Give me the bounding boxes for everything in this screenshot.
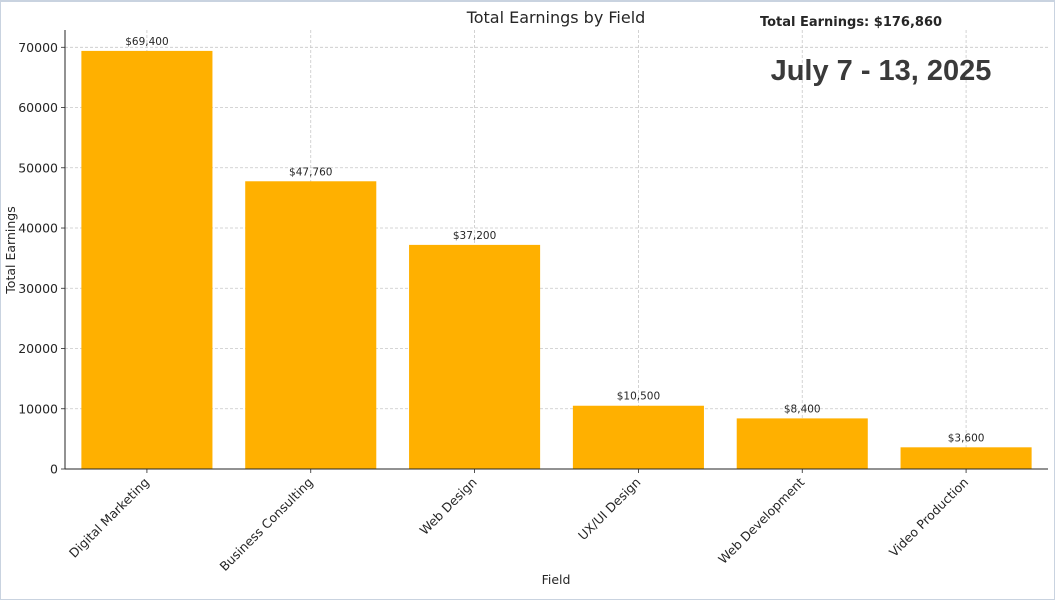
y-tick-label: 50000 bbox=[18, 160, 58, 175]
x-tick-label: Video Production bbox=[886, 475, 971, 560]
bar-data-label: $3,600 bbox=[948, 432, 985, 444]
bar bbox=[572, 405, 704, 469]
bar-data-label: $8,400 bbox=[784, 403, 821, 415]
bar-data-label: $47,760 bbox=[289, 166, 332, 178]
y-axis-label: Total Earnings bbox=[3, 206, 18, 294]
bar bbox=[409, 244, 541, 469]
bar bbox=[81, 50, 213, 470]
total-earnings-annotation: Total Earnings: $176,860 bbox=[760, 15, 942, 30]
bar bbox=[245, 181, 377, 469]
y-tick-label: 10000 bbox=[18, 401, 58, 416]
bar bbox=[736, 418, 868, 469]
y-tick-label: 20000 bbox=[18, 341, 58, 356]
chart-title: Total Earnings by Field bbox=[466, 8, 646, 27]
y-tick-label: 40000 bbox=[18, 221, 58, 236]
x-tick-label: Web Development bbox=[715, 474, 807, 566]
data-labels: $69,400 $47,760 $37,200 $10,500 $8,400 $3,600 bbox=[125, 36, 984, 444]
x-axis-label: Field bbox=[542, 572, 571, 587]
x-tick-label: UX/UI Design bbox=[575, 475, 644, 544]
y-tick-label: 30000 bbox=[18, 281, 58, 296]
x-tick-label: Business Consulting bbox=[217, 475, 316, 574]
y-tick-label: 70000 bbox=[18, 40, 58, 55]
x-tick-label: Web Design bbox=[416, 475, 479, 538]
date-range-annotation: July 7 - 13, 2025 bbox=[771, 55, 992, 87]
y-tick-label: 60000 bbox=[18, 100, 58, 115]
bar-data-label: $37,200 bbox=[453, 230, 496, 242]
bar bbox=[900, 447, 1032, 469]
bar-data-label: $69,400 bbox=[125, 36, 168, 48]
bars bbox=[81, 50, 1032, 470]
bar-data-label: $10,500 bbox=[617, 391, 660, 403]
x-tick-label: Digital Marketing bbox=[66, 475, 152, 561]
y-tick-label: 0 bbox=[50, 462, 58, 477]
